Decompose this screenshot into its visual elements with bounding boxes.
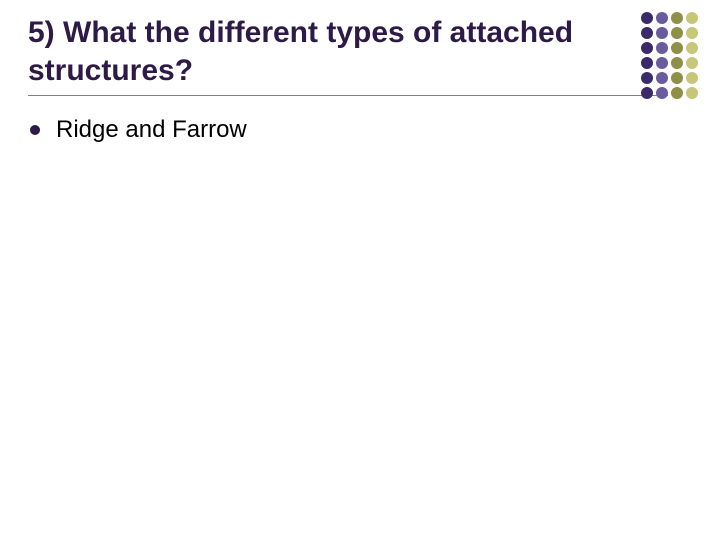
decor-dot xyxy=(686,57,698,69)
title-underline xyxy=(28,95,668,96)
decor-dot xyxy=(686,12,698,24)
decor-dot xyxy=(656,27,668,39)
decor-dot xyxy=(686,27,698,39)
decor-dot xyxy=(656,42,668,54)
bullet-item: Ridge and Farrow xyxy=(30,116,692,144)
slide: 5) What the different types of attached … xyxy=(0,0,720,540)
decor-dot xyxy=(641,12,653,24)
decor-dot xyxy=(641,27,653,39)
decor-dot xyxy=(686,72,698,84)
decor-dot xyxy=(671,42,683,54)
decorative-dot-grid xyxy=(641,12,698,99)
bullet-dot-icon xyxy=(30,125,40,135)
decor-dot xyxy=(671,72,683,84)
decor-dot xyxy=(641,72,653,84)
decor-dot xyxy=(656,72,668,84)
slide-title: 5) What the different types of attached … xyxy=(28,14,588,89)
decor-dot xyxy=(686,42,698,54)
decor-dot xyxy=(656,12,668,24)
decor-dot xyxy=(671,12,683,24)
decor-dot xyxy=(671,87,683,99)
decor-dot xyxy=(641,87,653,99)
decor-dot xyxy=(656,57,668,69)
decor-dot xyxy=(641,42,653,54)
decor-dot xyxy=(671,57,683,69)
decor-dot xyxy=(656,87,668,99)
bullet-text: Ridge and Farrow xyxy=(56,116,247,144)
decor-dot xyxy=(671,27,683,39)
decor-dot xyxy=(686,87,698,99)
decor-dot xyxy=(641,57,653,69)
